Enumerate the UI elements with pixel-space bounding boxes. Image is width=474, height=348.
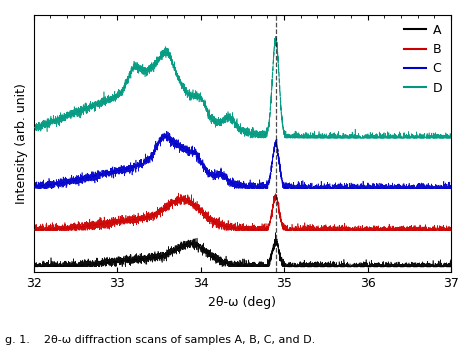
X-axis label: 2θ-ω (deg): 2θ-ω (deg)	[208, 296, 276, 309]
Y-axis label: Intensity (arb. unit): Intensity (arb. unit)	[15, 83, 28, 204]
Legend: A, B, C, D: A, B, C, D	[401, 21, 445, 97]
Text: g. 1.    2θ-ω diffraction scans of samples A, B, C, and D.: g. 1. 2θ-ω diffraction scans of samples …	[5, 334, 315, 345]
